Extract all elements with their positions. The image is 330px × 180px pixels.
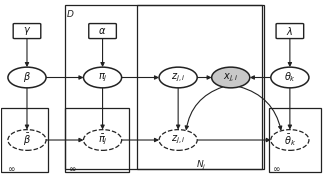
Text: $\bar{\beta}$: $\bar{\beta}$	[23, 132, 31, 148]
Circle shape	[159, 67, 197, 88]
Circle shape	[8, 130, 46, 150]
Text: $\bar{\pi}_j$: $\bar{\pi}_j$	[98, 133, 108, 147]
Text: $\theta_k$: $\theta_k$	[284, 71, 296, 84]
Circle shape	[212, 67, 250, 88]
Text: $N_j$: $N_j$	[196, 159, 207, 172]
Text: $z_{j,i}$: $z_{j,i}$	[171, 71, 185, 84]
Circle shape	[159, 130, 197, 150]
Bar	[1, 108, 48, 172]
Text: $x_{j,i}$: $x_{j,i}$	[223, 71, 238, 84]
Text: $\bar{\theta}_k$: $\bar{\theta}_k$	[284, 132, 296, 148]
FancyBboxPatch shape	[89, 24, 116, 39]
Bar	[65, 108, 129, 172]
Text: $z_{j,i}$: $z_{j,i}$	[171, 134, 185, 146]
Circle shape	[83, 67, 122, 88]
Text: D: D	[67, 10, 74, 19]
Circle shape	[271, 130, 309, 150]
Text: $\infty$: $\infty$	[272, 165, 280, 174]
Text: $\lambda$: $\lambda$	[286, 25, 293, 37]
Text: $\pi_j$: $\pi_j$	[98, 71, 108, 84]
Circle shape	[8, 67, 46, 88]
Circle shape	[83, 130, 122, 150]
FancyBboxPatch shape	[276, 24, 304, 39]
Text: $\beta$: $\beta$	[23, 71, 31, 84]
Text: $\alpha$: $\alpha$	[98, 26, 107, 36]
Bar	[65, 5, 264, 169]
Text: $\infty$: $\infty$	[68, 165, 77, 174]
Bar	[137, 5, 262, 169]
FancyBboxPatch shape	[13, 24, 41, 39]
Circle shape	[271, 67, 309, 88]
Text: $\gamma$: $\gamma$	[23, 25, 31, 37]
Text: $\infty$: $\infty$	[7, 165, 15, 174]
Bar	[269, 108, 321, 172]
